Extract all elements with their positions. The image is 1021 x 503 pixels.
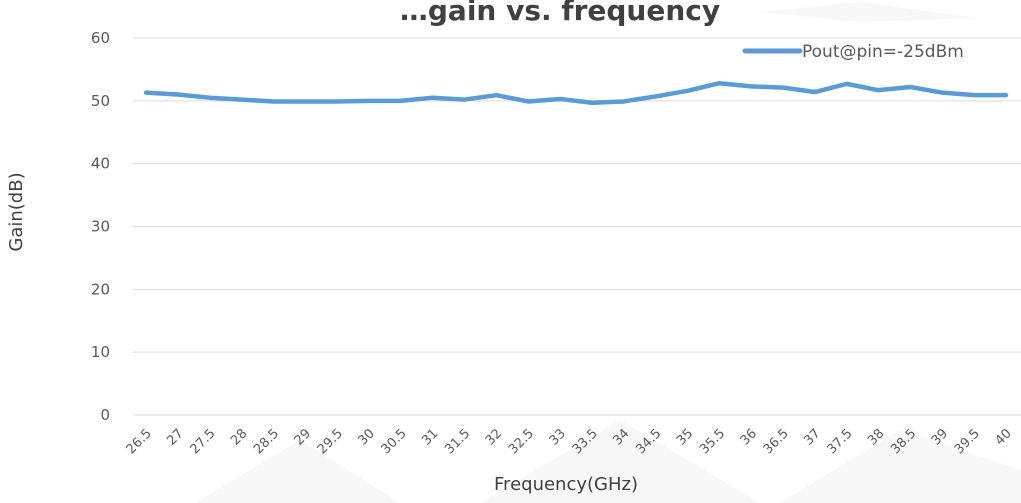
- x-tick-label: 28.5: [251, 426, 282, 457]
- legend-label: Pout@pin=-25dBm: [802, 42, 964, 62]
- x-axis-title: Frequency(GHz): [494, 474, 638, 495]
- y-tick-label: 60: [91, 29, 110, 47]
- x-tick-label: 31.5: [442, 426, 473, 457]
- legend: Pout@pin=-25dBm: [742, 42, 964, 62]
- y-axis-title: Gain(dB): [6, 172, 27, 251]
- x-tick-label: 37: [801, 426, 823, 448]
- y-tick-label: 40: [91, 155, 110, 173]
- y-tick-label: 50: [91, 92, 110, 110]
- y-tick-label: 0: [100, 406, 110, 424]
- y-axis-ticks: 0 10 20 30 40 50 60: [91, 29, 110, 424]
- x-tick-label: 26.5: [124, 426, 155, 457]
- x-tick-label: 37.5: [824, 426, 855, 457]
- x-tick-label: 33: [547, 426, 569, 448]
- x-tick-label: 27.5: [187, 426, 218, 457]
- x-tick-label: 30.5: [379, 426, 410, 457]
- x-tick-label: 32.5: [506, 426, 537, 457]
- x-tick-label: 32: [483, 426, 505, 448]
- x-tick-label: 28: [228, 426, 250, 448]
- y-tick-label: 10: [91, 343, 110, 361]
- x-tick-label: 31: [419, 426, 441, 448]
- watermark-graphic: [195, 2, 1021, 503]
- x-tick-label: 36: [738, 426, 760, 448]
- x-tick-label: 35: [674, 426, 696, 448]
- x-tick-label: 29.5: [315, 426, 346, 457]
- x-tick-label: 35.5: [697, 426, 728, 457]
- series-layer: [143, 80, 1009, 105]
- y-tick-label: 30: [91, 218, 110, 236]
- x-tick-label: 36.5: [761, 426, 792, 457]
- series-line-0: [143, 80, 1009, 105]
- x-tick-label: 30: [355, 426, 377, 448]
- gridlines: [133, 37, 1021, 416]
- y-tick-label: 20: [91, 280, 110, 298]
- chart-title: …gain vs. frequency: [400, 0, 720, 27]
- x-tick-label: 40: [993, 426, 1015, 448]
- x-tick-label: 27: [164, 426, 186, 448]
